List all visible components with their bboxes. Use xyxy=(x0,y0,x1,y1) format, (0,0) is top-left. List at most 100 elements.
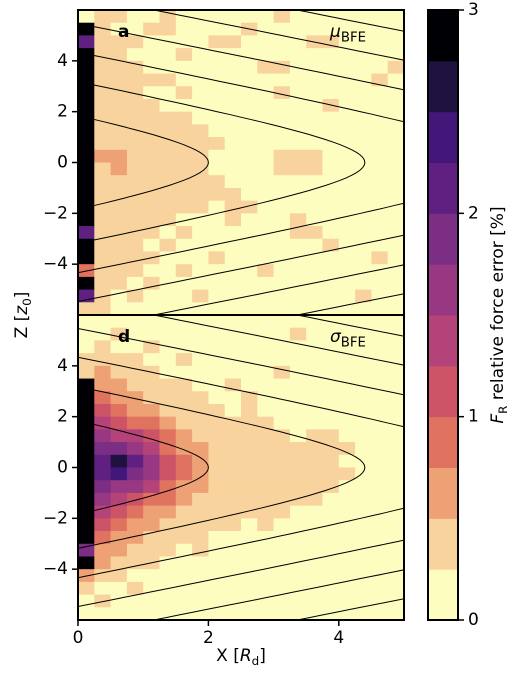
heatmap-cell xyxy=(143,480,160,494)
heatmap-cell xyxy=(306,569,323,583)
heatmap-cell xyxy=(355,200,372,214)
heatmap-cell xyxy=(355,187,372,202)
heatmap-cell xyxy=(78,327,95,341)
heatmap-cell xyxy=(387,98,404,113)
heatmap-cell xyxy=(143,353,160,367)
heatmap-cell xyxy=(273,200,291,214)
heatmap-cell xyxy=(338,98,356,113)
heatmap-cell xyxy=(289,162,307,176)
heatmap-cell xyxy=(371,416,389,430)
heatmap-cell xyxy=(306,505,323,519)
heatmap-cell xyxy=(273,416,291,430)
heatmap-cell xyxy=(322,302,340,315)
heatmap-cell xyxy=(289,35,307,49)
heatmap-cell xyxy=(371,111,389,125)
heatmap-cell xyxy=(387,403,404,418)
heatmap-cell xyxy=(78,86,95,100)
heatmap-cell xyxy=(143,124,160,138)
heatmap-cell xyxy=(322,98,340,113)
heatmap-cell xyxy=(159,264,177,278)
y-axis-label-symbol: z xyxy=(12,305,32,316)
heatmap-cell xyxy=(175,137,193,151)
heatmap-cell xyxy=(273,353,291,367)
heatmap-cell xyxy=(387,213,404,227)
heatmap-cell xyxy=(371,200,389,214)
heatmap-cell xyxy=(273,505,291,519)
heatmap-cell xyxy=(289,86,307,100)
heatmap-cell xyxy=(143,200,160,214)
heatmap-cell xyxy=(78,531,95,545)
heatmap-cell xyxy=(143,403,160,418)
heatmap-cell xyxy=(371,403,389,418)
heatmap-cell xyxy=(110,315,128,329)
heatmap-cell xyxy=(338,276,356,290)
heatmap-cell xyxy=(338,187,356,202)
heatmap-cell xyxy=(241,505,258,519)
heatmap-cell xyxy=(94,251,111,265)
heatmap-cell xyxy=(257,149,274,163)
heatmap-cell xyxy=(192,264,209,278)
heatmap-cell xyxy=(78,480,95,494)
heatmap-cell xyxy=(355,569,372,583)
heatmap-cell xyxy=(208,86,226,100)
heatmap-cell xyxy=(208,175,226,189)
heatmap-cell xyxy=(110,454,128,468)
heatmap-cell xyxy=(241,149,258,163)
heatmap-cell xyxy=(338,365,356,379)
heatmap-cell xyxy=(338,35,356,49)
heatmap-cell xyxy=(257,175,274,189)
heatmap-cell xyxy=(387,581,404,595)
heatmap-cell xyxy=(110,391,128,405)
contour-line xyxy=(78,115,209,210)
heatmap-cell xyxy=(355,403,372,418)
heatmap-cell xyxy=(338,442,356,456)
heatmap-cell xyxy=(192,581,209,595)
heatmap-cell xyxy=(78,124,95,138)
heatmap-cell xyxy=(94,429,111,443)
heatmap-cell xyxy=(192,238,209,252)
heatmap-cell xyxy=(322,340,340,354)
heatmap-cell xyxy=(224,607,242,620)
heatmap-cell xyxy=(143,594,160,608)
heatmap-cell xyxy=(306,10,323,24)
heatmap-cell xyxy=(110,607,128,620)
heatmap-cell xyxy=(126,60,144,74)
heatmap-cell xyxy=(289,429,307,443)
heatmap-cell xyxy=(322,289,340,303)
x-axis-label-suffix: ] xyxy=(259,646,266,666)
heatmap-cell xyxy=(371,276,389,290)
heatmap-cell xyxy=(371,442,389,456)
heatmap-cell xyxy=(224,467,242,481)
heatmap-cell xyxy=(289,353,307,367)
heatmap-cell xyxy=(78,315,95,329)
heatmap-cell xyxy=(322,505,340,519)
heatmap-cell xyxy=(78,581,95,595)
heatmap-cell xyxy=(257,391,274,405)
heatmap-cell xyxy=(371,391,389,405)
heatmap-cell xyxy=(257,238,274,252)
heatmap-cell xyxy=(306,187,323,202)
heatmap-cell xyxy=(322,149,340,163)
heatmap-cell xyxy=(355,124,372,138)
heatmap-cell xyxy=(338,467,356,481)
heatmap-cell xyxy=(208,226,226,240)
heatmap-cell xyxy=(126,213,144,227)
heatmap-cell xyxy=(241,365,258,379)
heatmap-cell xyxy=(273,86,291,100)
heatmap-cell xyxy=(355,518,372,532)
heatmap-cell xyxy=(175,98,193,113)
heatmap-cell xyxy=(110,149,128,163)
heatmap-cell xyxy=(289,302,307,315)
heatmap-cell xyxy=(159,60,177,74)
heatmap-cell xyxy=(306,238,323,252)
heatmap-cell xyxy=(355,353,372,367)
heatmap-cell xyxy=(126,353,144,367)
heatmap-cell xyxy=(338,391,356,405)
heatmap-cell xyxy=(387,594,404,608)
heatmap-cell xyxy=(94,531,111,545)
heatmap-cell xyxy=(273,10,291,24)
heatmap-cell xyxy=(224,429,242,443)
heatmap-cell xyxy=(110,531,128,545)
heatmap-cell xyxy=(289,200,307,214)
heatmap-cell xyxy=(208,391,226,405)
